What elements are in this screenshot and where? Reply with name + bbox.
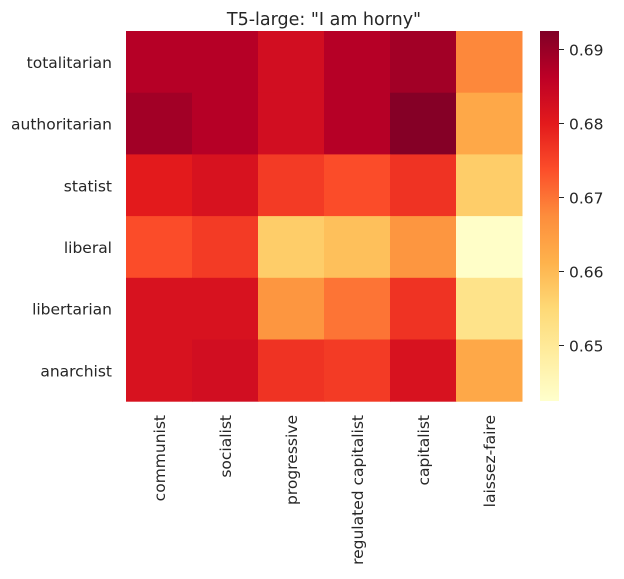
heatmap-cell [192,339,259,402]
x-tick-label: communist [151,415,169,501]
colorbar-tick-label: 0.65 [569,338,604,356]
heatmap-cell [258,31,325,94]
heatmap-cell [192,216,259,279]
colorbar [540,31,559,401]
heatmap-cell [456,216,523,279]
chart-title: T5-large: "I am horny" [226,10,421,30]
x-axis-labels: communist socialist progressive regulated c… [151,415,499,565]
heatmap-cells [126,31,523,402]
heatmap-cell [192,92,259,155]
y-tick-label: liberal [64,239,112,257]
heatmap-cell [390,277,457,340]
heatmap-cell [126,31,193,94]
y-tick-label: statist [64,177,112,195]
heatmap-cell [126,339,193,402]
heatmap-cell [258,277,325,340]
x-tick-label: capitalist [415,415,433,486]
heatmap-cell [456,154,523,217]
heatmap-cell [390,92,457,155]
y-tick-label: totalitarian [27,54,112,72]
y-tick-label: authoritarian [11,116,112,134]
x-tick-label: progressive [283,415,301,505]
heatmap-cell [324,154,391,217]
heatmap-cell [456,92,523,155]
heatmap-cell [258,154,325,217]
heatmap-cell [126,277,193,340]
heatmap-cell [390,154,457,217]
heatmap-cell [324,31,391,94]
heatmap-cell [192,154,259,217]
heatmap-cell [324,277,391,340]
x-tick-label: regulated capitalist [349,415,367,565]
heatmap-cell [324,339,391,402]
heatmap-cell [456,339,523,402]
colorbar-tick-label: 0.68 [569,116,604,134]
y-axis-labels: totalitarian authoritarian statist liberal l… [11,54,112,381]
heatmap-cell [456,277,523,340]
heatmap-cell [324,92,391,155]
heatmap-cell [126,92,193,155]
colorbar-ticks: 0.65 0.66 0.67 0.68 0.69 [559,42,604,356]
heatmap-cell [456,31,523,94]
heatmap-cell [258,92,325,155]
heatmap-cell [390,339,457,402]
colorbar-tick-label: 0.66 [569,264,604,282]
heatmap-cell [390,216,457,279]
x-tick-label: laissez-faire [481,415,499,507]
colorbar-tick-label: 0.69 [569,42,604,60]
heatmap-cell [258,339,325,402]
y-tick-label: libertarian [32,301,112,319]
heatmap-cell [192,277,259,340]
x-tick-label: socialist [217,415,235,478]
heatmap-cell [192,31,259,94]
heatmap-cell [390,31,457,94]
heatmap-cell [324,216,391,279]
heatmap-cell [126,154,193,217]
heatmap-cell [126,216,193,279]
y-tick-label: anarchist [40,362,112,380]
heatmap-cell [258,216,325,279]
colorbar-tick-label: 0.67 [569,190,604,208]
